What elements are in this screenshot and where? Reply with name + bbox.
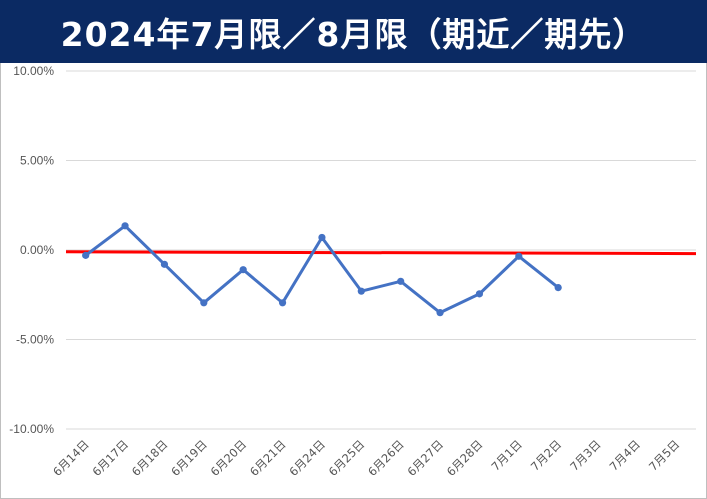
y-tick-label: 10.00% [13, 64, 54, 78]
x-tick-label: 6月24日 [286, 437, 328, 479]
data-point [554, 283, 562, 292]
x-tick-label: 6月20日 [208, 437, 250, 479]
x-tick-label: 7月1日 [488, 437, 525, 474]
data-point [160, 260, 169, 268]
y-tick-label: -5.00% [16, 333, 54, 347]
gridlines [66, 70, 696, 430]
data-point [397, 277, 405, 285]
x-tick-label: 6月25日 [326, 437, 368, 479]
chart-svg: 10.00% 5.00% 0.00% -5.00% -10.00% 6月14日6月17日… [9, 64, 697, 479]
x-tick-label: 7月4日 [607, 437, 644, 474]
reference-line [65, 250, 697, 256]
x-tick-label: 7月5日 [646, 437, 683, 474]
chart-title: 2024年7月限／8月限（期近／期先） [60, 14, 647, 54]
x-tick-label: 6月27日 [404, 437, 446, 479]
x-tick-label: 7月3日 [567, 437, 604, 474]
data-point [278, 299, 287, 307]
data-point [82, 251, 90, 259]
x-tick-label: 6月26日 [365, 437, 407, 479]
x-tick-label: 6月28日 [444, 437, 486, 479]
data-point [357, 287, 365, 295]
y-tick-label: -10.00% [9, 422, 54, 436]
x-tick-label: 6月14日 [50, 437, 92, 479]
y-tick-labels: 10.00% 5.00% 0.00% -5.00% -10.00% [9, 64, 54, 436]
reference-line-group [65, 250, 697, 256]
data-point [200, 299, 208, 307]
x-tick-label: 6月19日 [168, 437, 210, 479]
data-point [318, 233, 326, 242]
data-point [121, 222, 129, 230]
data-point [239, 266, 247, 274]
x-tick-label: 6月17日 [89, 437, 131, 479]
series-group [82, 222, 562, 317]
data-point [515, 252, 523, 260]
data-point [475, 290, 484, 298]
y-tick-label: 0.00% [20, 243, 54, 257]
x-tick-label: 7月2日 [528, 437, 565, 474]
x-tick-label: 6月21日 [247, 437, 289, 479]
y-tick-label: 5.00% [20, 154, 54, 168]
x-tick-label: 6月18日 [129, 437, 171, 479]
x-tick-labels: 6月14日6月17日6月18日6月19日6月20日6月21日6月24日6月25日… [50, 437, 682, 479]
title-bar: 2024年7月限／8月限（期近／期先） [0, 0, 707, 63]
data-point [436, 309, 444, 317]
